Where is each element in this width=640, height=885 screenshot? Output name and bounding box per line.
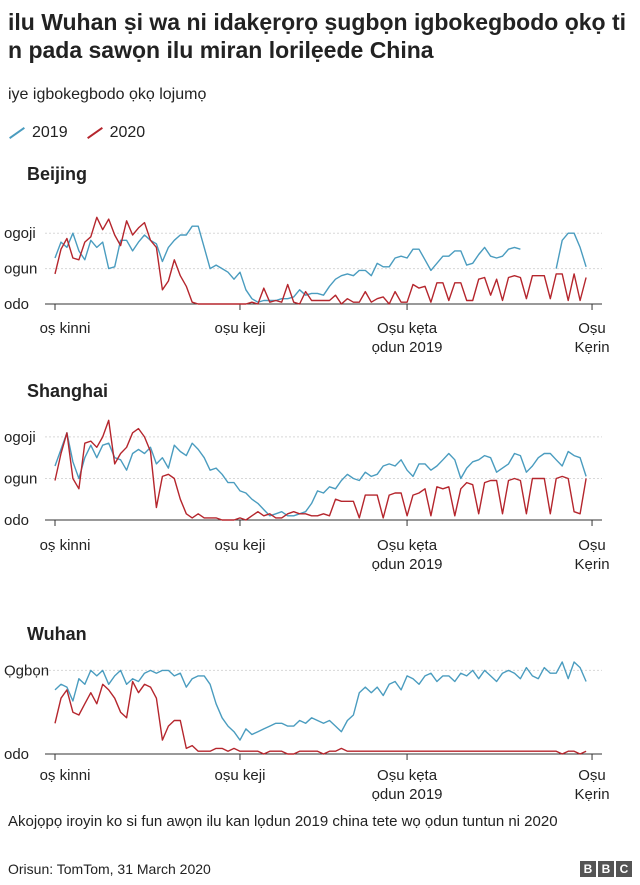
x-tick-label-line: oṣu keji	[215, 767, 266, 784]
legend-swatch-2019	[9, 127, 25, 139]
y-tick-label: ogun	[4, 470, 37, 487]
x-tick-label-line: Kẹrin	[575, 786, 610, 803]
x-tick-label: Oṣu Kẹrin	[575, 320, 610, 356]
legend-item-2020: 2020	[86, 124, 146, 142]
bbc-logo: B B C	[580, 861, 632, 877]
x-tick-label-line: Oṣu kẹta	[377, 537, 438, 554]
bbc-logo-letter: C	[616, 861, 632, 877]
x-tick-label-line: Oṣu	[578, 537, 606, 554]
series-line-2020	[54, 680, 587, 755]
x-tick-label-line: oṣu keji	[215, 320, 266, 337]
series-line-2019	[54, 661, 587, 741]
x-tick-label-line: oṣ kinni	[40, 767, 91, 784]
x-tick-label: oṣu keji	[215, 537, 266, 554]
chart-title: Shanghai	[27, 381, 108, 401]
y-tick-label: Ọgbọn	[4, 662, 49, 679]
bbc-logo-letter: B	[580, 861, 596, 877]
x-tick-label-line: Oṣu	[578, 767, 606, 784]
chart-title: Wuhan	[27, 624, 87, 644]
x-tick-label-line: Oṣu	[578, 320, 606, 337]
series-line-2019	[54, 432, 587, 517]
y-tick-label: ogoji	[4, 429, 36, 446]
legend-label-2020: 2020	[109, 124, 146, 141]
x-tick-label: Oṣu Kẹrin	[575, 537, 610, 573]
x-tick-label: oṣu keji	[215, 320, 266, 337]
x-tick-label: oṣ kinni	[40, 767, 91, 784]
x-tick-label: Oṣu Kẹrin	[575, 767, 610, 803]
x-tick-label: Oṣu kẹta ọdun 2019	[372, 537, 443, 573]
chart-panel-shanghai: Shanghai odo ogun ogoji oṣ kinni oṣu keji Oṣu …	[4, 381, 610, 573]
city-charts: Beijing odo ogun ogoji oṣ kinni oṣu keji Oṣu k…	[4, 164, 610, 803]
x-tick-label: Oṣu kẹta ọdun 2019	[372, 767, 443, 803]
bbc-logo-letter: B	[598, 861, 614, 877]
source-note: Orisun: TomTom, 31 March 2020	[8, 861, 211, 877]
chart-title: Beijing	[27, 164, 87, 184]
y-tick-label: ogoji	[4, 225, 36, 242]
x-tick-label-line: Kẹrin	[575, 556, 610, 573]
y-tick-label: ogun	[4, 261, 37, 278]
x-tick-label-line: Oṣu kẹta	[377, 767, 438, 784]
y-tick-label: odo	[4, 512, 29, 529]
series-line-2020	[54, 419, 587, 521]
chart-panel-wuhan: Wuhan odo Ọgbọn oṣ kinni oṣu keji Oṣu kẹta ọdu…	[4, 624, 610, 803]
x-tick-label-line: ọdun 2019	[372, 556, 443, 573]
chart-subtitle: iye igbokegbodo ọkọ lojumọ	[8, 86, 207, 103]
x-tick-label-line: oṣ kinni	[40, 537, 91, 554]
series-line-2020	[54, 216, 587, 305]
series-line-2019	[54, 225, 587, 303]
x-tick-label-line: oṣu keji	[215, 537, 266, 554]
x-tick-label-line: ọdun 2019	[372, 339, 443, 356]
x-tick-label: Oṣu kẹta ọdun 2019	[372, 320, 443, 356]
legend-label-2019: 2019	[32, 124, 68, 141]
y-tick-label: odo	[4, 746, 29, 763]
x-tick-label-line: oṣ kinni	[40, 320, 91, 337]
footnote: Akojọpọ iroyin ko si fun awọn ilu kan lọ…	[8, 813, 558, 830]
chart-panel-beijing: Beijing odo ogun ogoji oṣ kinni oṣu keji Oṣu k…	[4, 164, 610, 356]
legend-swatch-2020	[86, 127, 103, 139]
y-tick-label: odo	[4, 296, 29, 313]
x-tick-label-line: ọdun 2019	[372, 786, 443, 803]
x-tick-label-line: Kẹrin	[575, 339, 610, 356]
x-tick-label: oṣ kinni	[40, 320, 91, 337]
x-tick-label-line: Oṣu kẹta	[377, 320, 438, 337]
chart-headline: ilu Wuhan ṣi wa ni idakẹrọrọ ṣugbọn igbo…	[8, 9, 627, 63]
legend-item-2019: 2019	[8, 124, 68, 142]
x-tick-label: oṣu keji	[215, 767, 266, 784]
x-tick-label: oṣ kinni	[40, 537, 91, 554]
legend: 2019 2020	[8, 124, 145, 142]
